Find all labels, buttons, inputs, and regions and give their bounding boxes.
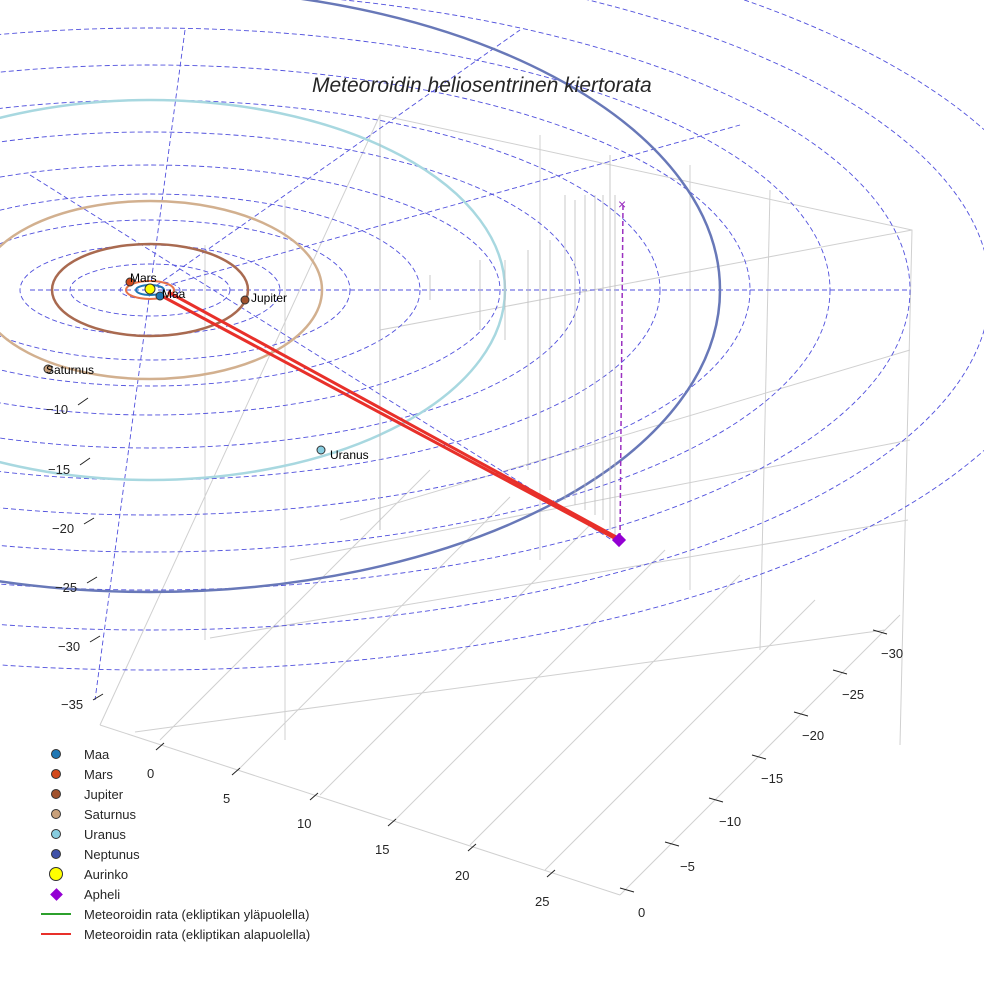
aphelion-vertical (619, 204, 624, 541)
neptunus-marker-icon (51, 849, 61, 859)
z-tick: −35 (61, 697, 84, 712)
y-tick: −30 (881, 646, 904, 661)
y-tick: −20 (802, 728, 825, 743)
aphelion-marker (611, 532, 627, 548)
legend-item-trajectory-below: Meteoroidin rata (ekliptikan alapuolella… (36, 924, 310, 944)
legend-item-aurinko: Aurinko (36, 864, 310, 884)
legend-item-uranus: Uranus (36, 824, 310, 844)
legend-item-trajectory-above: Meteoroidin rata (ekliptikan yläpuolella… (36, 904, 310, 924)
legend-item-apheli: Apheli (36, 884, 310, 904)
y-tick: 0 (638, 905, 646, 920)
z-tick: −30 (58, 639, 81, 654)
chart-title: Meteoroidin heliosentrinen kiertorata (312, 74, 652, 97)
mars-marker-icon (51, 769, 61, 779)
ecliptic-grid (0, 0, 984, 701)
y-tick: −25 (842, 687, 865, 702)
z-tick: −10 (46, 402, 69, 417)
x-tick: 0 (147, 766, 155, 781)
saturnus-marker-icon (51, 809, 61, 819)
x-tick: 10 (297, 816, 312, 831)
diamond-marker-icon (49, 887, 63, 901)
z-tick: −20 (52, 521, 75, 536)
y-tick: −10 (719, 814, 742, 829)
z-tick: −25 (55, 580, 78, 595)
x-tick: 15 (375, 842, 390, 857)
legend-item-maa: Maa (36, 744, 310, 764)
maa-marker-icon (51, 749, 61, 759)
y-tick: −15 (761, 771, 784, 786)
sun-marker-icon (49, 867, 63, 881)
red-line-icon (41, 933, 71, 935)
legend-item-jupiter: Jupiter (36, 784, 310, 804)
green-line-icon (41, 913, 71, 915)
meteoroid-trajectory (157, 290, 619, 542)
label-maa: Maa (162, 287, 186, 301)
x-tick: 20 (455, 868, 470, 883)
label-saturnus: Saturnus (46, 363, 95, 377)
label-mars: Mars (130, 271, 157, 285)
projection-lines (379, 140, 616, 535)
axis-panes (99, 114, 913, 896)
legend: Maa Mars Jupiter Saturnus Uranus Neptunu… (36, 744, 310, 944)
label-jupiter: Jupiter (251, 291, 288, 305)
legend-item-saturnus: Saturnus (36, 804, 310, 824)
x-tick: 25 (535, 894, 550, 909)
z-tick: −15 (48, 462, 71, 477)
tick-marks (77, 397, 888, 893)
label-uranus: Uranus (330, 448, 369, 462)
aphelion-projection-x: × (618, 196, 626, 212)
y-tick: −5 (680, 859, 695, 874)
x-tick: 5 (223, 791, 231, 806)
jupiter-marker-icon (51, 789, 61, 799)
planets (43, 277, 326, 455)
legend-item-neptunus: Neptunus (36, 844, 310, 864)
uranus-marker-icon (51, 829, 61, 839)
legend-item-mars: Mars (36, 764, 310, 784)
